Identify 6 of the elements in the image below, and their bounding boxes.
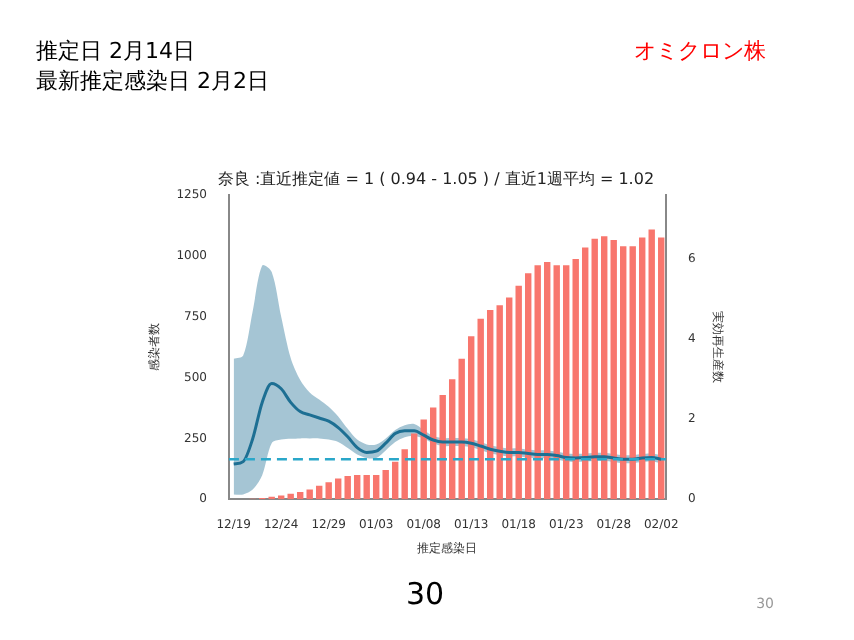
- chart-title: 奈良 :直近推定値 = 1 ( 0.94 - 1.05 ) / 直近1週平均 = 1.02: [217, 169, 655, 188]
- text: 推定日 2月14日: [36, 36, 195, 66]
- text: オミクロン株: [634, 36, 766, 66]
- line-series: [232, 382, 663, 466]
- text: 最新推定感染日 2月2日: [36, 66, 269, 96]
- text: 30: [406, 576, 445, 612]
